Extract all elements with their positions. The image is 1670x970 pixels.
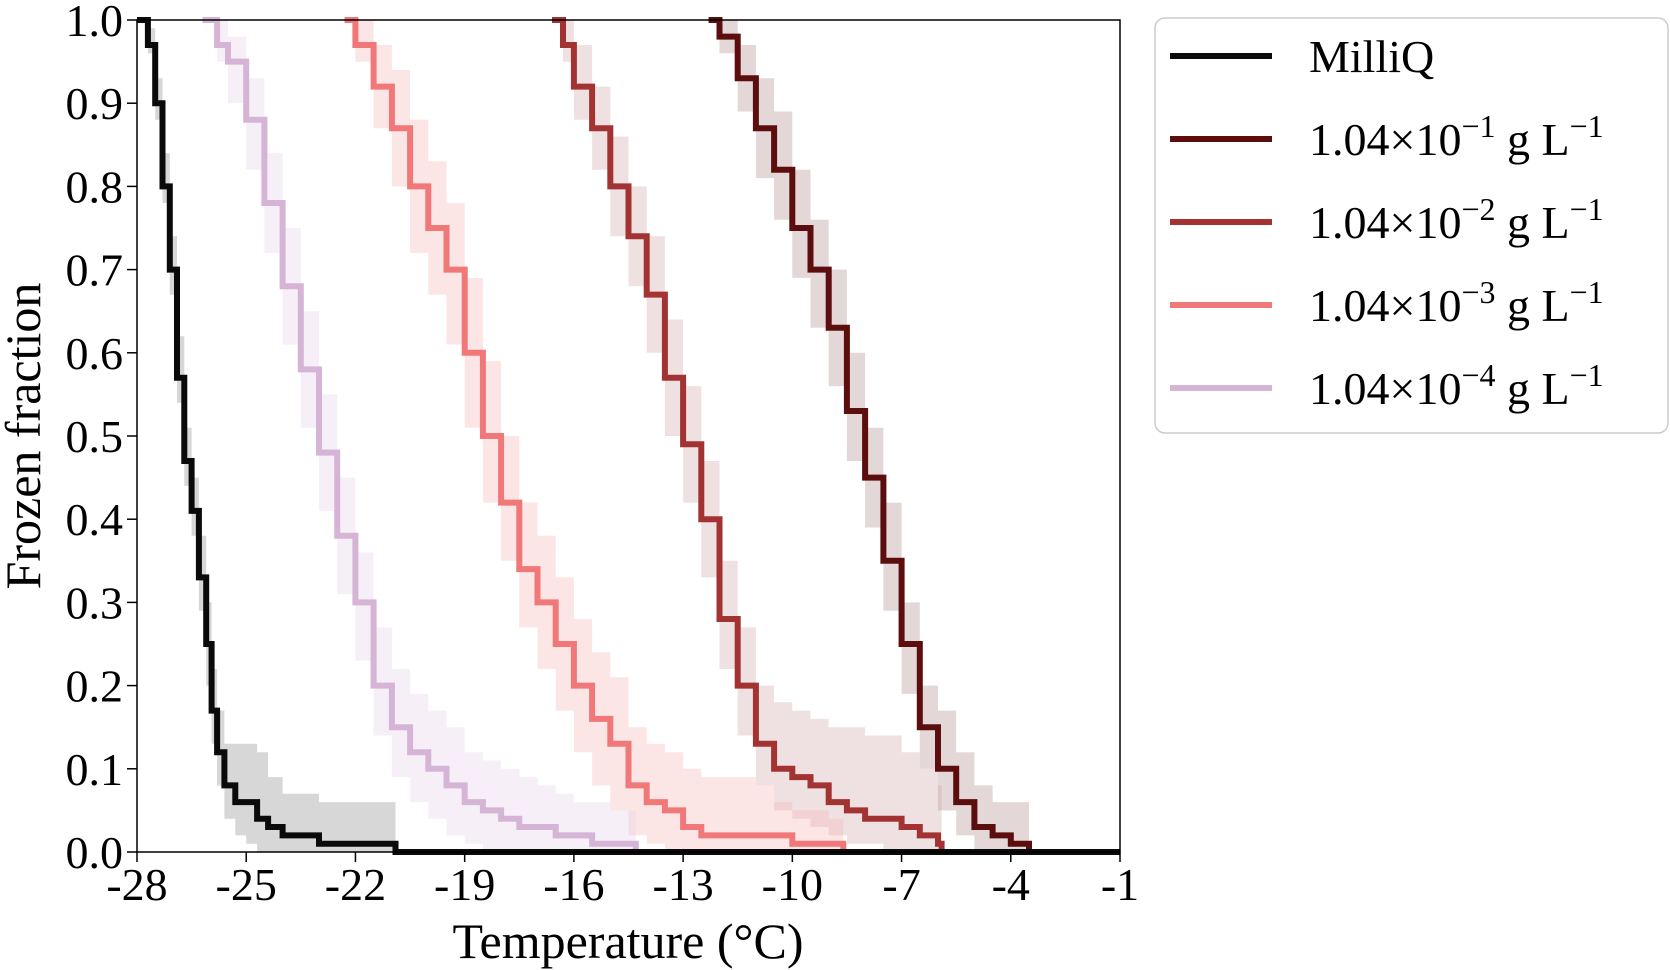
y-tick-label: 1.0 bbox=[66, 0, 124, 46]
legend-label-0: MilliQ bbox=[1309, 31, 1434, 82]
x-tick-label: -16 bbox=[543, 859, 604, 910]
y-tick-label: 0.7 bbox=[66, 245, 124, 296]
y-tick-label: 0.5 bbox=[66, 411, 124, 462]
series-lines bbox=[137, 17, 1120, 855]
x-tick-label: -25 bbox=[216, 859, 277, 910]
x-tick-label: -10 bbox=[762, 859, 823, 910]
x-tick-label: -1 bbox=[1101, 859, 1139, 910]
line-series-0 bbox=[137, 17, 1120, 855]
legend-label-2: 1.04×10−2 g L−1 bbox=[1309, 191, 1604, 248]
line-series-1 bbox=[708, 17, 1120, 855]
y-tick-label: 0.4 bbox=[66, 494, 124, 545]
legend-items: MilliQ 1.04×10−1 g L−1 1.04×10−2 g L−1 1.04… bbox=[1170, 31, 1604, 414]
line-series-3 bbox=[344, 17, 1120, 855]
x-tick-label: -4 bbox=[992, 859, 1030, 910]
y-tick-label: 0.0 bbox=[66, 827, 124, 878]
line-series-2 bbox=[552, 17, 1120, 855]
y-tick-label: 0.2 bbox=[66, 661, 124, 712]
x-tick-label: -7 bbox=[882, 859, 920, 910]
band-series-0 bbox=[137, 20, 1120, 852]
uncertainty-bands bbox=[137, 20, 1120, 852]
band-series-4 bbox=[202, 20, 1120, 852]
y-axis-label: Frozen fraction bbox=[0, 283, 51, 590]
y-tick-label: 0.1 bbox=[66, 744, 124, 795]
legend: MilliQ 1.04×10−1 g L−1 1.04×10−2 g L−1 1.04… bbox=[1154, 17, 1669, 434]
band-series-2 bbox=[552, 20, 1120, 852]
line-series-4 bbox=[202, 17, 1120, 855]
x-axis: -28 -25 -22 -19 -16 -13 -10 -7 -4 -1 bbox=[106, 852, 1139, 910]
y-tick-label: 0.6 bbox=[66, 328, 124, 379]
legend-label-1: 1.04×10−1 g L−1 bbox=[1309, 108, 1604, 165]
x-tick-label: -28 bbox=[106, 859, 167, 910]
x-tick-label: -22 bbox=[325, 859, 386, 910]
x-tick-label: -19 bbox=[434, 859, 495, 910]
y-tick-label: 0.8 bbox=[66, 161, 124, 212]
y-axis: 0.0 0.1 0.2 0.3 0.4 0.5 0.6 0.7 0.8 0.9 1.0 bbox=[66, 0, 137, 878]
band-series-3 bbox=[344, 20, 1120, 852]
x-axis-label: Temperature (°C) bbox=[452, 913, 803, 969]
y-tick-label: 0.9 bbox=[66, 78, 124, 129]
x-tick-label: -13 bbox=[652, 859, 713, 910]
legend-frame bbox=[1154, 17, 1669, 434]
legend-label-3: 1.04×10−3 g L−1 bbox=[1309, 274, 1604, 331]
y-tick-label: 0.3 bbox=[66, 577, 124, 628]
legend-label-4: 1.04×10−4 g L−1 bbox=[1309, 357, 1604, 414]
